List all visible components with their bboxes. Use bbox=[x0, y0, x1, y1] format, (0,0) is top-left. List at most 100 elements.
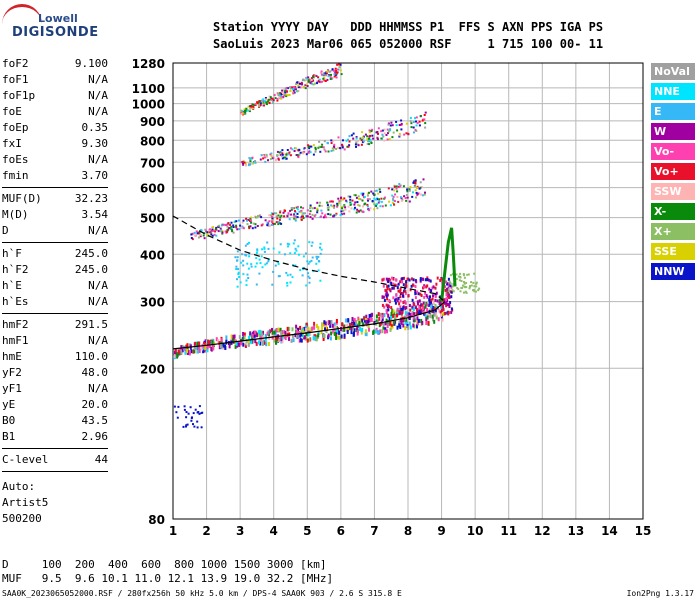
echo-mark bbox=[364, 329, 367, 334]
echo-mark bbox=[307, 151, 310, 154]
echo-mark bbox=[312, 83, 315, 86]
echo-mark bbox=[322, 337, 325, 341]
echo-mark bbox=[296, 208, 299, 211]
echo-mark bbox=[399, 305, 402, 309]
muf-frequency-row: MUF 9.5 9.6 10.1 11.0 12.1 13.9 19.0 32.… bbox=[2, 572, 334, 585]
echo-mark bbox=[339, 335, 342, 340]
echo-mark bbox=[193, 231, 196, 234]
echo-mark bbox=[286, 326, 289, 331]
echo-mark bbox=[228, 341, 231, 346]
echo-mark bbox=[306, 209, 309, 212]
param-value: N/A bbox=[88, 295, 108, 308]
echo-mark bbox=[349, 195, 352, 198]
echo-mark bbox=[442, 308, 445, 312]
echo-mark bbox=[446, 299, 449, 303]
echo-mark bbox=[248, 225, 250, 228]
echo-mark bbox=[183, 408, 186, 411]
echo-mark bbox=[232, 231, 235, 234]
echo-mark bbox=[448, 295, 451, 299]
echo-mark bbox=[391, 124, 394, 127]
echo-mark bbox=[292, 214, 295, 217]
param-label: h`F2 bbox=[2, 263, 29, 276]
echo-mark bbox=[281, 149, 284, 152]
echo-mark bbox=[266, 224, 269, 227]
echo-mark bbox=[380, 130, 383, 133]
echo-mark bbox=[386, 284, 389, 288]
echo-mark bbox=[398, 302, 401, 306]
echo-mark bbox=[264, 263, 267, 266]
echo-mark bbox=[389, 128, 391, 131]
echo-mark bbox=[429, 298, 432, 302]
echo-mark bbox=[336, 73, 338, 76]
echo-mark bbox=[414, 128, 417, 131]
param-value: 110.0 bbox=[74, 350, 108, 363]
legend-item: X- bbox=[651, 203, 695, 220]
echo-mark bbox=[368, 191, 370, 194]
echo-mark bbox=[424, 313, 427, 318]
echo-mark bbox=[276, 154, 279, 157]
echo-mark bbox=[366, 198, 369, 201]
echo-mark bbox=[349, 201, 352, 204]
echo-mark bbox=[251, 227, 254, 230]
echo-mark bbox=[359, 198, 362, 201]
echo-mark bbox=[262, 154, 265, 157]
echo-mark bbox=[322, 77, 325, 80]
echo-mark bbox=[332, 215, 335, 218]
param-value: 2.96 bbox=[81, 430, 109, 443]
echo-mark bbox=[296, 329, 298, 334]
echo-mark bbox=[385, 303, 388, 307]
x-tick-label: 8 bbox=[404, 524, 412, 538]
echo-mark bbox=[256, 248, 259, 251]
echo-mark bbox=[211, 340, 214, 345]
echo-mark bbox=[292, 89, 295, 92]
echo-mark bbox=[424, 111, 427, 114]
param-label: foE bbox=[2, 105, 22, 118]
echo-mark bbox=[254, 339, 257, 344]
echo-mark bbox=[248, 340, 251, 344]
echo-mark bbox=[400, 320, 403, 325]
echo-mark bbox=[232, 334, 235, 339]
echo-mark bbox=[257, 332, 260, 337]
echo-mark bbox=[391, 308, 394, 313]
echo-mark bbox=[368, 209, 371, 212]
echo-mark bbox=[281, 335, 284, 340]
echo-mark bbox=[306, 85, 309, 87]
echo-mark bbox=[327, 333, 330, 338]
echo-mark bbox=[369, 207, 372, 210]
echo-mark bbox=[408, 278, 411, 282]
param-row: h`E N/A bbox=[0, 278, 112, 294]
echo-mark bbox=[261, 248, 264, 251]
echo-mark bbox=[282, 92, 284, 94]
echo-mark bbox=[330, 200, 333, 203]
echo-mark bbox=[269, 329, 272, 334]
echo-mark bbox=[316, 201, 319, 204]
echo-mark bbox=[382, 284, 385, 288]
echo-mark bbox=[394, 301, 397, 305]
echo-mark bbox=[445, 301, 448, 306]
echo-mark bbox=[396, 190, 399, 193]
echo-mark bbox=[260, 99, 263, 102]
echo-mark bbox=[340, 327, 342, 331]
echo-mark bbox=[449, 282, 452, 285]
echo-mark bbox=[464, 290, 467, 293]
echo-mark bbox=[277, 157, 280, 160]
echo-mark bbox=[463, 282, 466, 285]
legend-item: NoVal bbox=[651, 63, 695, 80]
echo-mark bbox=[242, 342, 245, 347]
echo-mark bbox=[283, 215, 286, 218]
param-value: 9.100 bbox=[74, 57, 108, 70]
echo-mark bbox=[450, 307, 453, 311]
echo-mark bbox=[314, 74, 317, 77]
echo-mark bbox=[393, 311, 396, 316]
echo-mark bbox=[271, 97, 274, 100]
echo-mark bbox=[303, 79, 306, 82]
echo-mark bbox=[320, 146, 323, 148]
echo-mark bbox=[264, 338, 267, 343]
echo-mark bbox=[353, 321, 356, 326]
echo-mark bbox=[176, 354, 179, 359]
echo-mark bbox=[277, 327, 280, 332]
echo-mark bbox=[381, 295, 384, 299]
echo-mark bbox=[206, 348, 209, 353]
echo-mark bbox=[393, 317, 396, 321]
echo-mark bbox=[339, 214, 342, 216]
